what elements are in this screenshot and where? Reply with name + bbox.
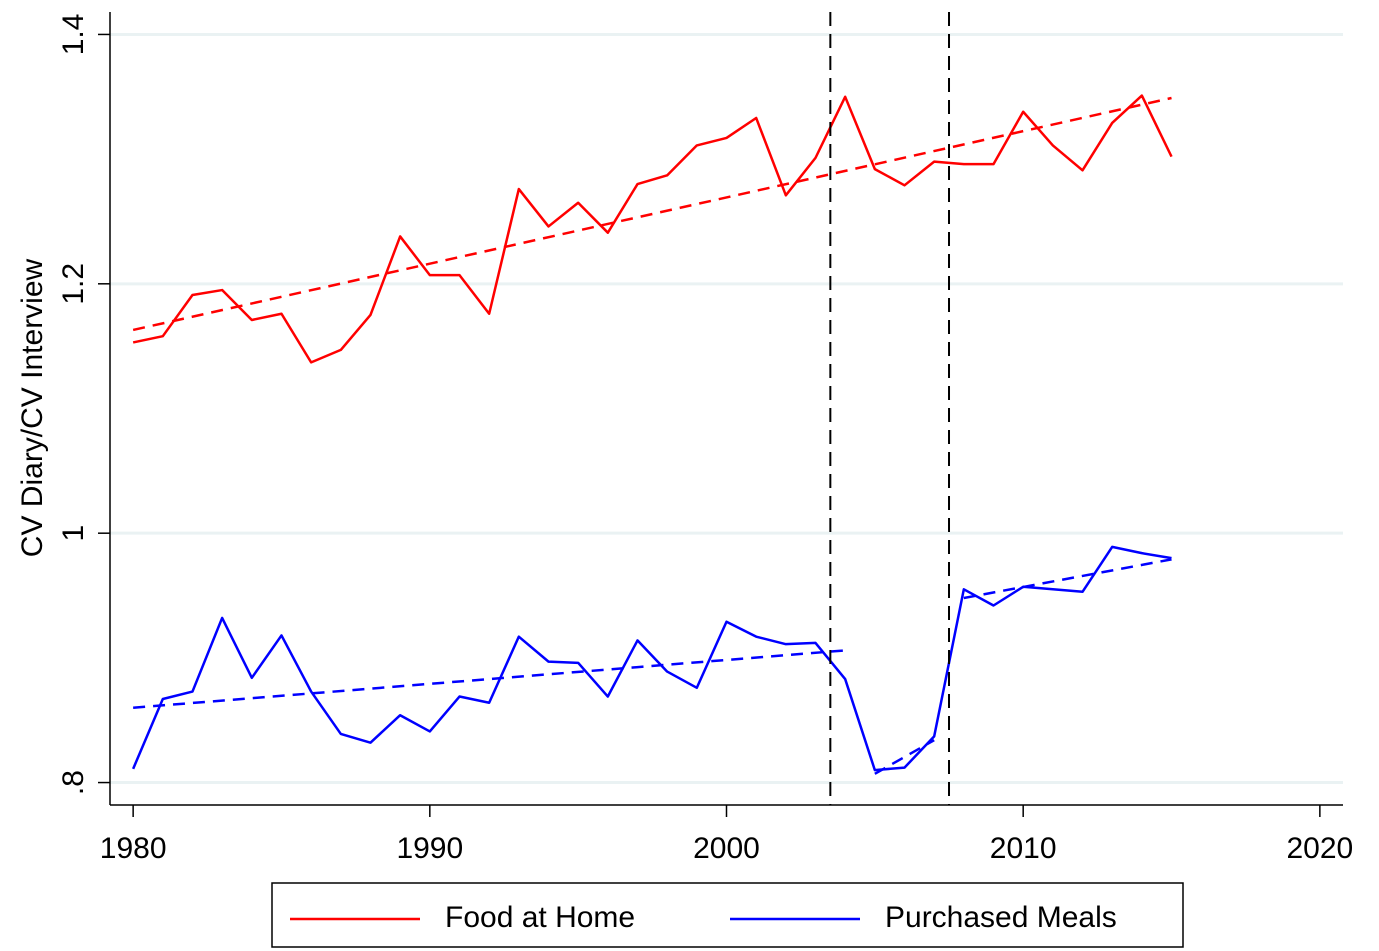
x-tick-label: 2020 (1286, 832, 1353, 865)
x-tick-label: 2010 (990, 832, 1057, 865)
y-tick-label: .8 (57, 770, 90, 795)
x-tick-label: 1980 (100, 832, 167, 865)
legend-label: Food at Home (445, 901, 635, 934)
y-axis-label: CV Diary/CV Interview (16, 258, 49, 557)
trend-line (963, 558, 1172, 600)
legend-label: Purchased Meals (885, 901, 1117, 934)
trend-line (874, 739, 935, 775)
trend-line (133, 649, 846, 709)
x-tick-label: 2000 (693, 832, 760, 865)
data-line (131, 545, 1172, 772)
trend-line (132, 96, 1172, 332)
y-tick-label: 1.4 (57, 14, 90, 56)
y-tick-label: 1 (57, 525, 90, 542)
legend-box (271, 882, 1184, 948)
x-tick-label: 1990 (396, 832, 463, 865)
data-line (132, 94, 1173, 364)
y-tick-label: 1.2 (57, 263, 90, 305)
